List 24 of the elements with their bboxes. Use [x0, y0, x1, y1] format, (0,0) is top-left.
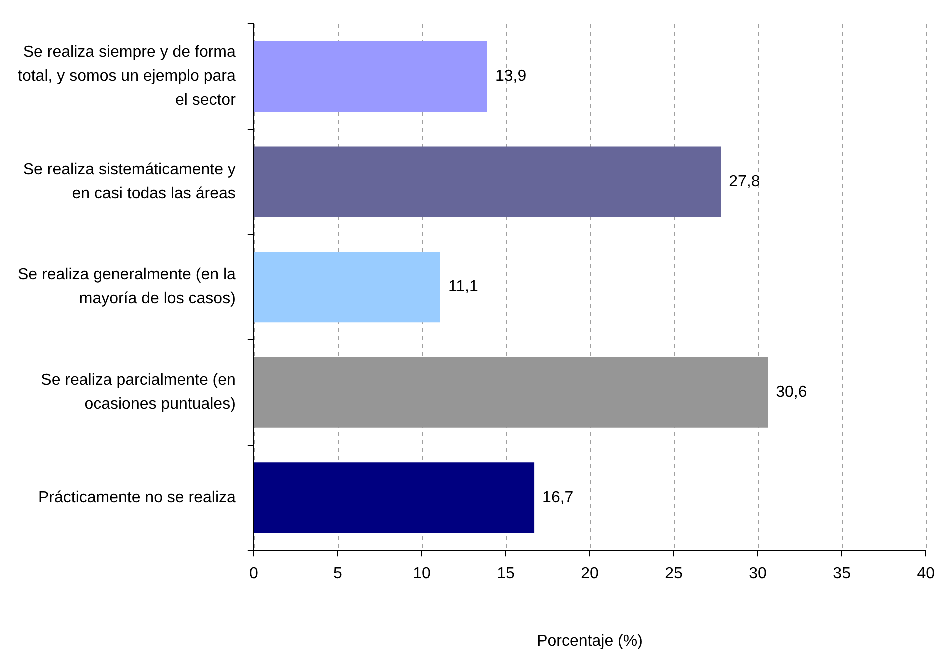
bar	[254, 462, 535, 534]
x-tick-label: 35	[833, 566, 852, 583]
y-tick-label: Se realiza generalmente (en la mayoría de los casos)	[18, 266, 236, 308]
x-tick-label: 25	[665, 566, 684, 583]
data-label: 27,8	[729, 173, 760, 190]
data-label: 11,1	[448, 278, 478, 296]
x-tick-label: 15	[497, 566, 515, 583]
x-tick-label: 30	[749, 566, 768, 583]
y-tick-label: Prácticamente no se realiza	[38, 489, 236, 506]
x-tick-label: 5	[333, 566, 342, 583]
data-label: 13,9	[495, 68, 527, 86]
y-tick-label: Se realiza sistemáticamente y en casi todas las áreas	[23, 161, 236, 202]
y-tick-label: Se realiza siempre y de forma total, y somos un ejemplo para el sector	[18, 44, 237, 110]
y-tick-label: Se realiza parcialmente (en ocasiones puntuales)	[41, 372, 236, 414]
data-label: 16,7	[542, 489, 574, 506]
x-axis-title: Porcentaje (%)	[537, 632, 643, 650]
x-tick-label: 0	[249, 566, 258, 583]
bar	[254, 252, 440, 323]
bar	[254, 41, 488, 112]
x-tick-label: 10	[413, 566, 431, 583]
x-tick-label: 20	[581, 566, 600, 583]
bar	[254, 146, 722, 218]
x-tick-label: 40	[917, 566, 936, 583]
data-label: 30,6	[776, 384, 808, 402]
